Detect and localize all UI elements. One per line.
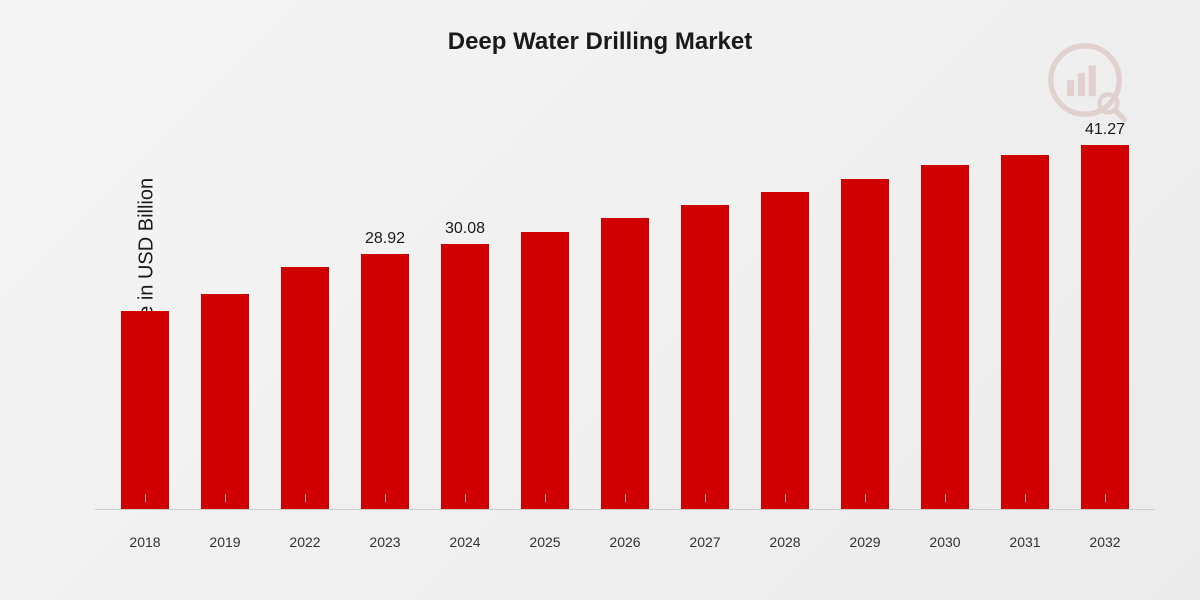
x-tick-label: 2031: [986, 534, 1064, 550]
bar-group: [746, 192, 824, 510]
x-axis-labels: 2018201920222023202420252026202720282029…: [95, 534, 1155, 550]
bar-value-label: 28.92: [365, 230, 405, 248]
bar: [441, 244, 489, 510]
bar: [281, 267, 329, 510]
bar-group: [906, 165, 984, 510]
x-tick-label: 2028: [746, 534, 824, 550]
bar: [121, 311, 169, 510]
x-tick-label: 2032: [1066, 534, 1144, 550]
chart-title: Deep Water Drilling Market: [0, 0, 1200, 56]
x-tick-label: 2022: [266, 534, 344, 550]
x-tick-label: 2019: [186, 534, 264, 550]
bar-value-label: 41.27: [1085, 121, 1125, 139]
bar-group: [826, 179, 904, 510]
x-tick-label: 2026: [586, 534, 664, 550]
x-tick-label: 2018: [106, 534, 184, 550]
bar-group: [266, 267, 344, 510]
bar-group: 30.08: [426, 244, 504, 510]
bar: [681, 205, 729, 510]
x-axis-baseline: [95, 509, 1155, 510]
bar-group: [506, 232, 584, 510]
bar: [841, 179, 889, 510]
bar-group: 28.92: [346, 254, 424, 510]
bar-group: [666, 205, 744, 510]
bar: [921, 165, 969, 510]
x-tick-label: 2029: [826, 534, 904, 550]
bar-group: [586, 218, 664, 510]
bar: [361, 254, 409, 510]
bar: [601, 218, 649, 510]
bar-group: 41.27: [1066, 145, 1144, 510]
bar-group: [986, 155, 1064, 510]
x-tick-label: 2025: [506, 534, 584, 550]
x-tick-label: 2023: [346, 534, 424, 550]
bar-value-label: 30.08: [445, 220, 485, 238]
x-tick-label: 2027: [666, 534, 744, 550]
x-tick-label: 2030: [906, 534, 984, 550]
bar: [521, 232, 569, 510]
bar: [761, 192, 809, 510]
x-tick-label: 2024: [426, 534, 504, 550]
chart-plot-area: 28.9230.0841.27: [95, 130, 1155, 510]
bar: [1001, 155, 1049, 510]
bar-group: [106, 311, 184, 510]
bar-group: [186, 294, 264, 511]
bar: [1081, 145, 1129, 510]
watermark-logo: [1040, 35, 1130, 130]
bar: [201, 294, 249, 511]
